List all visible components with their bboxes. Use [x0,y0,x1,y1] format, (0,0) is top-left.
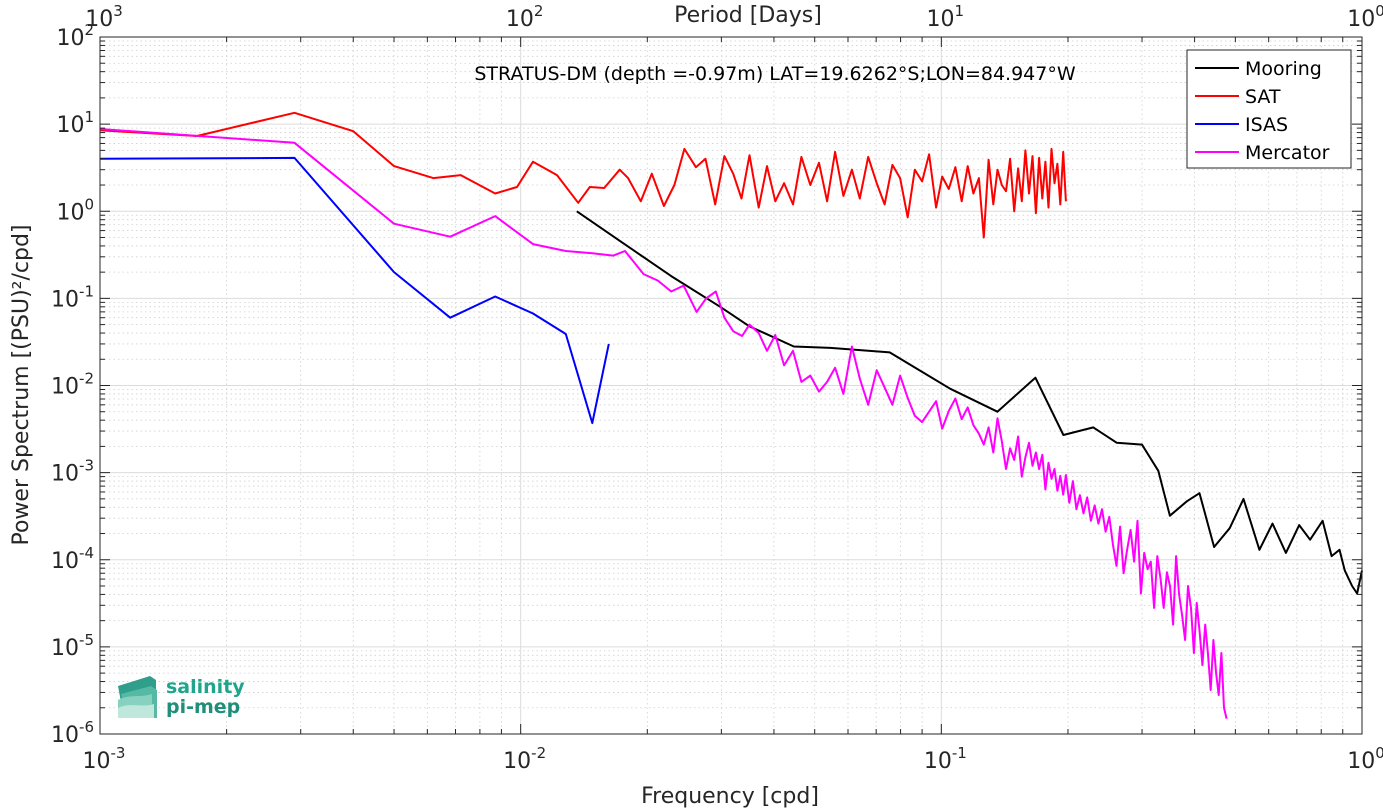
y-tick-label: 102 [56,21,94,51]
series-line-sat [99,111,1067,239]
top-tick-label: 103 [85,2,123,32]
y-tick-label-mantissa: 10 [51,549,79,574]
y-tick-label: 10-4 [51,544,94,574]
x-tick-label-exponent: 0 [1375,744,1383,762]
y-tick-label: 101 [56,108,94,138]
top-tick-label-mantissa: 10 [85,7,113,32]
legend-box [1186,49,1352,169]
x-tick-label: 10-3 [83,744,126,774]
y-tick-label-mantissa: 10 [51,375,79,400]
legend-label-isas: ISAS [1245,114,1288,136]
x-tick-label-mantissa: 10 [924,749,952,774]
x-tick-label-exponent: -3 [111,744,126,762]
x-tick-label-exponent: -1 [952,744,967,762]
y-tick-label-mantissa: 10 [51,636,79,661]
y-tick-label-exponent: 0 [84,195,94,213]
top-tick-label-mantissa: 10 [506,7,534,32]
x-tick-label: 10-2 [503,744,546,774]
top-tick-label-exponent: 1 [955,2,965,20]
y-tick-label: 10-1 [51,282,94,312]
y-tick-label: 10-6 [51,718,94,748]
y-tick-label: 10-5 [51,631,94,661]
top-tick-label-mantissa: 10 [1347,7,1375,32]
y-tick-label-mantissa: 10 [51,723,79,748]
top-tick-label: 100 [1347,2,1383,32]
y-tick-label-exponent: -1 [79,282,94,300]
x-tick-label-mantissa: 10 [1347,749,1375,774]
x-tick-label-exponent: -2 [531,744,546,762]
series-line-mercator [99,128,1228,719]
salinity-pi-mep-logo: salinity pi-mep [118,676,245,718]
minor-grid [100,37,1362,734]
x-tick-label: 100 [1347,744,1383,774]
legend-label-mooring: Mooring [1245,58,1322,80]
top-tick-labels: 103 102 101 100 [85,2,1383,32]
y-tick-label: 100 [56,195,94,225]
y-tick-label-exponent: 1 [84,108,94,126]
y-tick-label-mantissa: 10 [56,200,84,225]
y-tick-label: 10-2 [51,370,94,400]
top-tick-label-exponent: 3 [113,2,123,20]
y-tick-label-mantissa: 10 [51,287,79,312]
x-tick-labels: 10-3 10-2 10-1 100 [83,744,1383,774]
y-tick-label-mantissa: 10 [56,113,84,138]
top-tick-label: 101 [927,2,965,32]
top-tick-label-exponent: 2 [534,2,544,20]
top-axis-label: Period [Days] [674,3,822,28]
chart-title: STRATUS-DM (depth =-0.97m) LAT=19.6262°S… [474,63,1075,85]
y-tick-label-exponent: -2 [79,370,94,388]
y-tick-label-mantissa: 10 [51,462,79,487]
x-tick-label-mantissa: 10 [83,749,111,774]
series-line-mooring [576,210,1363,595]
y-tick-label-exponent: -5 [79,631,94,649]
y-tick-label-exponent: -6 [79,718,94,736]
x-tick-label: 10-1 [924,744,967,774]
top-tick-label: 102 [506,2,544,32]
x-axis-label: Frequency [cpd] [641,784,819,809]
top-tick-label-mantissa: 10 [927,7,955,32]
y-tick-label-exponent: 2 [84,21,94,39]
y-axis-label: Power Spectrum [(PSU)²/cpd] [9,224,34,545]
ticks-layer [99,36,1363,735]
series-layer [99,111,1363,719]
legend-label-mercator: Mercator [1245,142,1330,164]
logo-waves-icon [118,676,157,718]
top-tick-label-exponent: 0 [1375,2,1383,20]
legend: Mooring SAT ISAS Mercator [1186,49,1352,169]
series-line-isas [99,156,610,425]
legend-label-sat: SAT [1245,86,1281,108]
y-tick-label: 10-3 [51,457,94,487]
y-tick-label-exponent: -3 [79,457,94,475]
x-tick-label-mantissa: 10 [503,749,531,774]
logo-text-line1: salinity [166,676,245,698]
y-tick-label-mantissa: 10 [56,26,84,51]
y-tick-label-exponent: -4 [79,544,94,562]
logo-text-line2: pi-mep [166,696,240,718]
